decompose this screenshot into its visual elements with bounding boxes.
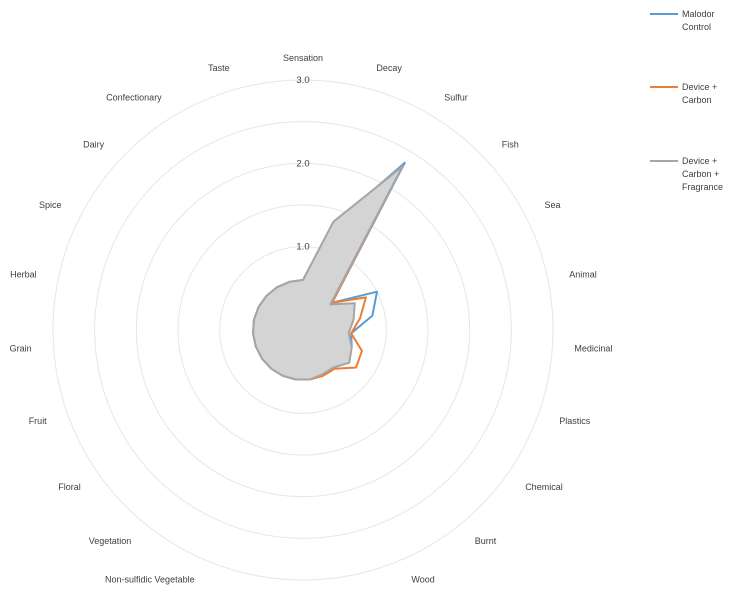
legend-label: Control xyxy=(682,22,711,32)
axis-label: Animal xyxy=(569,270,597,280)
legend-label: Device + xyxy=(682,82,717,92)
legend-label: Malodor xyxy=(682,9,715,19)
axis-labels: Sensation Decay Sulfur Fish Sea Animal Medicin… xyxy=(10,53,613,585)
legend: Malodor Control Device + Carbon Device + Carb… xyxy=(650,9,723,192)
radar-grid xyxy=(52,79,554,581)
axis-label: Burnt xyxy=(475,536,497,546)
legend-label: Carbon xyxy=(682,95,712,105)
series-line-3 xyxy=(252,165,404,381)
axis-label: Decay xyxy=(376,63,402,73)
radial-tick-label: 1.0 xyxy=(296,242,309,253)
axis-label: Vegetation xyxy=(89,536,132,546)
radial-tick-label: 2.0 xyxy=(296,158,309,169)
axis-label: Herbal xyxy=(10,270,37,280)
grid-ring xyxy=(52,79,554,581)
radial-tick-label: 3.0 xyxy=(296,75,309,86)
axis-label: Sea xyxy=(545,200,561,210)
axis-label: Non-sulfidic Vegetable xyxy=(105,575,195,585)
axis-label: Fruit xyxy=(29,416,47,426)
axis-label: Wood xyxy=(411,575,434,585)
axis-label: Fish xyxy=(502,139,519,149)
grid-ring xyxy=(177,204,429,456)
axis-label: Floral xyxy=(58,482,81,492)
grid-ring xyxy=(94,121,512,539)
axis-label: Chemical xyxy=(525,482,563,492)
legend-label: Carbon + xyxy=(682,169,719,179)
axis-label: Medicinal xyxy=(574,344,612,354)
radial-tick-labels: 1.0 2.0 3.0 xyxy=(296,75,309,253)
axis-label: Sulfur xyxy=(444,93,468,103)
axis-label: Plastics xyxy=(559,416,591,426)
axis-label: Dairy xyxy=(83,139,105,149)
axis-label: Spice xyxy=(39,200,62,210)
axis-label: Grain xyxy=(10,344,32,354)
legend-label: Device + xyxy=(682,156,717,166)
axis-label: Confectionary xyxy=(106,93,162,103)
axis-label: Sensation xyxy=(283,53,323,63)
legend-label: Fragrance xyxy=(682,182,723,192)
grid-ring xyxy=(135,162,471,498)
data-series xyxy=(252,161,406,381)
axis-label: Taste xyxy=(208,63,230,73)
grid-ring xyxy=(219,246,387,414)
